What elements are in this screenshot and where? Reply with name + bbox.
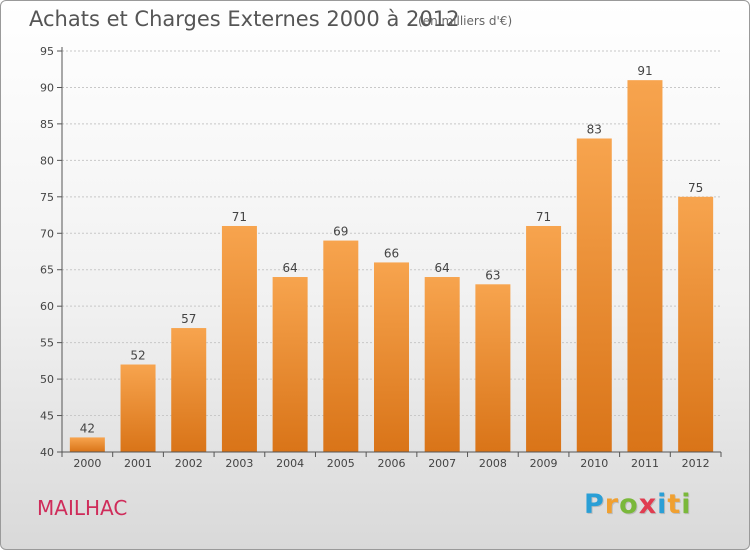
data-label: 69	[333, 225, 348, 239]
y-tick-label: 55	[40, 337, 54, 350]
bar	[526, 225, 562, 452]
bar	[272, 277, 308, 452]
bar	[374, 262, 409, 452]
logo-letter: P	[584, 489, 605, 520]
data-label: 63	[485, 268, 500, 282]
bar	[69, 437, 105, 452]
y-tick-label: 40	[40, 446, 54, 459]
chart-title: Achats et Charges Externes 2000 à 2012	[29, 7, 460, 31]
x-tick-label: 2007	[428, 457, 456, 470]
y-tick-label: 95	[40, 45, 54, 58]
axis-layer: 40 45 50 55 60 65 70 75 80 85 90 95 2000 2001 2002 2003…	[40, 45, 722, 470]
bar	[627, 80, 663, 452]
logo-letter: i	[681, 489, 692, 520]
bar	[171, 328, 207, 452]
data-label: 83	[587, 122, 602, 136]
y-tick-label: 80	[40, 154, 54, 167]
data-label: 71	[232, 210, 247, 224]
y-tick-label: 70	[40, 227, 54, 240]
bar	[424, 277, 460, 452]
x-tick-label: 2001	[124, 457, 152, 470]
bar	[576, 138, 612, 452]
y-tick-label: 65	[40, 264, 54, 277]
y-tick-label: 45	[40, 410, 54, 423]
commune-name: MAILHAC	[37, 496, 128, 520]
x-tick-label: 2010	[580, 457, 608, 470]
proxiti-logo: Proxiti	[584, 489, 692, 520]
x-tick-label: 2011	[631, 457, 659, 470]
data-label: 57	[181, 312, 196, 326]
bar	[678, 196, 714, 452]
data-label: 91	[637, 64, 652, 78]
x-tick-label: 2000	[73, 457, 101, 470]
bar	[221, 225, 257, 452]
data-label: 75	[688, 181, 703, 195]
y-tick-label: 90	[40, 81, 54, 94]
x-tick-label: 2006	[378, 457, 406, 470]
logo-letter: x	[638, 489, 658, 520]
data-label: 64	[435, 261, 450, 275]
bar	[120, 364, 156, 452]
logo-letter: r	[604, 489, 620, 520]
logo-letter: o	[619, 489, 639, 520]
chart-subtitle: (en milliers d'€)	[418, 14, 513, 28]
data-label: 71	[536, 210, 551, 224]
logo-letter: i	[657, 489, 668, 520]
data-label: 64	[282, 261, 297, 275]
data-label: 52	[130, 349, 145, 363]
x-tick-label: 2012	[682, 457, 710, 470]
bar-layer	[69, 80, 714, 452]
x-tick-label: 2004	[276, 457, 304, 470]
y-tick-label: 75	[40, 191, 54, 204]
y-tick-label: 50	[40, 373, 54, 386]
data-label: 66	[384, 246, 399, 260]
logo-letter: t	[667, 489, 682, 520]
x-tick-label: 2003	[225, 457, 253, 470]
data-label: 42	[80, 421, 95, 435]
label-layer: 42 52 57 71 64 69 66 64 63 71 83 91 75	[80, 64, 704, 435]
x-tick-label: 2008	[479, 457, 507, 470]
bar	[323, 240, 359, 452]
x-tick-label: 2005	[327, 457, 355, 470]
y-tick-label: 60	[40, 300, 54, 313]
y-tick-label: 85	[40, 118, 54, 131]
bar	[475, 284, 511, 452]
x-tick-label: 2009	[530, 457, 558, 470]
x-tick-label: 2002	[175, 457, 203, 470]
